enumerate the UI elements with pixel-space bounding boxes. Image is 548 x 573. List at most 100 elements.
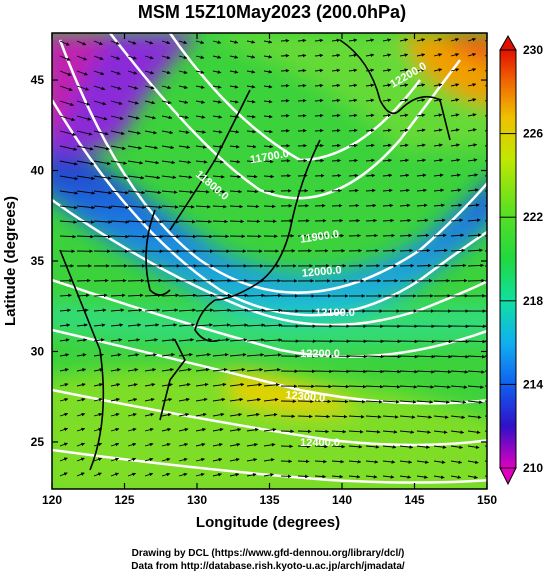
wind-arrow — [433, 158, 444, 163]
wind-arrow — [467, 218, 481, 222]
wind-arrow — [161, 70, 171, 75]
colorbar-ticks: 210 214 218 222 226 230 — [500, 43, 543, 475]
wind-arrow — [365, 203, 377, 208]
wind-arrow — [76, 40, 87, 46]
wind-arrow — [263, 308, 283, 313]
wind-arrow — [110, 338, 123, 342]
wind-arrow — [331, 173, 342, 178]
wind-arrow — [144, 220, 163, 224]
wind-arrow — [212, 442, 223, 447]
wind-arrow — [416, 369, 435, 374]
wind-arrow — [59, 427, 68, 432]
wind-arrow — [365, 218, 378, 223]
wind-arrow — [229, 338, 248, 342]
wind-arrow — [195, 204, 211, 209]
wind-arrow — [110, 427, 120, 432]
wind-arrow — [144, 412, 155, 417]
wind-arrow — [110, 308, 125, 312]
wind-arrow — [59, 442, 68, 447]
wind-arrow — [450, 370, 469, 374]
wind-arrow — [161, 205, 179, 209]
wind-arrow — [59, 70, 72, 76]
wind-arrow — [110, 353, 122, 357]
y-axis-label: Latitude (degrees) — [2, 196, 19, 326]
wind-arrow — [127, 293, 144, 298]
wind-arrow — [246, 99, 256, 104]
wind-arrow — [348, 38, 358, 43]
wind-arrow — [59, 220, 78, 224]
wind-arrow — [450, 233, 465, 238]
wind-arrow — [195, 160, 208, 164]
contour-label: 12100.0 — [315, 307, 355, 319]
wind-arrow — [399, 248, 414, 253]
wind-arrow — [127, 115, 140, 120]
wind-arrow — [382, 158, 392, 163]
wind-arrow — [110, 190, 129, 195]
wind-arrow — [467, 385, 484, 389]
wind-arrow — [195, 427, 206, 432]
wind-arrow — [59, 472, 68, 477]
wind-arrow — [348, 98, 358, 103]
wind-arrow — [59, 190, 79, 195]
wind-arrow — [127, 85, 139, 90]
wind-arrow — [382, 83, 392, 88]
wind-arrow — [178, 472, 188, 477]
wind-arrow — [93, 397, 103, 402]
wind-arrow — [263, 204, 276, 209]
wind-arrow — [348, 128, 358, 133]
wind-arrow — [110, 293, 126, 298]
wind-arrow — [399, 113, 409, 118]
wind-arrow — [263, 458, 275, 462]
wind-arrow — [416, 83, 426, 87]
wind-arrow — [450, 173, 461, 177]
wind-arrow — [467, 339, 487, 344]
wind-arrow — [331, 143, 341, 148]
wind-arrow — [467, 68, 477, 72]
wind-arrow — [416, 339, 436, 344]
wind-arrow — [127, 472, 136, 477]
wind-arrow — [365, 83, 375, 88]
wind-arrow — [331, 113, 341, 118]
wind-arrow — [93, 115, 108, 121]
wind-arrow — [76, 70, 88, 76]
wind-arrow — [450, 37, 460, 42]
wind-arrow — [110, 412, 120, 417]
wind-arrow — [229, 189, 243, 194]
wind-arrow — [365, 399, 383, 404]
wind-arrow — [110, 234, 130, 239]
wind-arrow — [127, 205, 146, 210]
wind-arrow — [195, 40, 205, 45]
wind-arrow — [433, 385, 451, 389]
wind-arrow — [399, 218, 412, 223]
wind-arrow — [229, 472, 240, 477]
wind-arrow — [127, 234, 147, 239]
wind-arrow — [127, 427, 137, 432]
wind-arrow — [314, 414, 331, 419]
y-axis-ticks: 25 30 35 40 45 — [31, 73, 487, 449]
wind-arrow — [382, 460, 396, 464]
x-tick-label: 130 — [187, 493, 207, 507]
wind-arrow — [127, 383, 138, 387]
wind-arrow — [110, 220, 130, 224]
wind-arrow — [229, 144, 240, 149]
y-tick-label: 35 — [31, 254, 45, 268]
wind-arrow — [161, 190, 178, 194]
wind-arrow — [467, 98, 477, 102]
wind-arrow — [348, 369, 368, 374]
wind-arrow — [195, 382, 209, 387]
wind-arrow — [399, 203, 411, 208]
wind-arrow — [178, 382, 191, 387]
wind-arrow — [212, 457, 223, 462]
wind-arrow — [365, 38, 375, 42]
wind-arrow — [467, 370, 485, 374]
wind-arrow — [212, 100, 222, 104]
wind-arrow — [76, 412, 86, 417]
x-axis-label: Longitude (degrees) — [196, 514, 340, 531]
plot-area — [52, 33, 487, 489]
wind-arrow — [382, 173, 393, 178]
wind-arrow — [144, 368, 157, 372]
wind-arrow — [331, 429, 347, 434]
wind-arrow — [59, 397, 69, 402]
wind-arrow — [144, 115, 157, 120]
wind-arrow — [212, 367, 228, 372]
